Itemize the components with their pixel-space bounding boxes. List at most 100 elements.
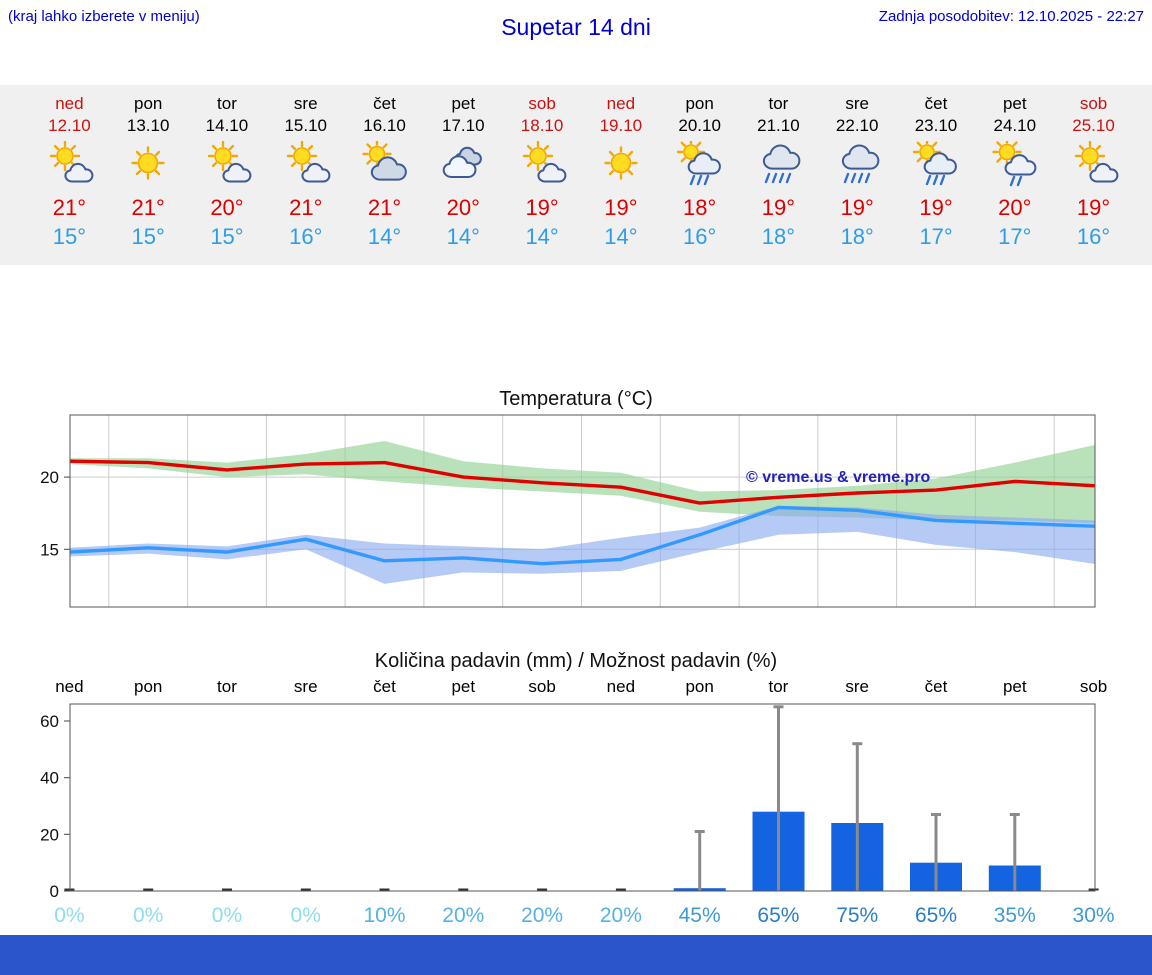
precip-day-label: pon bbox=[133, 677, 163, 696]
day-name: tor bbox=[768, 94, 789, 113]
low-temp: 18° bbox=[840, 224, 874, 249]
precip-probability: 75% bbox=[836, 904, 879, 927]
forecast-days: ned 12.10 21° 15° pon 13.10 21° 15° tor 14.10 20° 1… bbox=[30, 93, 1133, 250]
day-name: pon bbox=[133, 94, 163, 113]
low-temp: 14° bbox=[446, 224, 480, 249]
svg-text:20: 20 bbox=[40, 825, 59, 844]
partly-sunny-icon bbox=[286, 141, 331, 183]
weather-icon-wrap bbox=[975, 137, 1054, 191]
weather-icon-wrap bbox=[188, 137, 267, 191]
high-temp: 21° bbox=[131, 195, 165, 220]
high-temp: 21° bbox=[52, 195, 87, 220]
rain-icon bbox=[842, 144, 880, 184]
weather-icon-wrap bbox=[581, 137, 660, 191]
high-temp: 19° bbox=[604, 195, 638, 220]
low-temp: 14° bbox=[604, 224, 638, 249]
day-name: tor bbox=[217, 94, 237, 113]
precip-day-label: tor bbox=[217, 677, 237, 696]
forecast-day-14.10: tor 14.10 20° 15° bbox=[188, 93, 267, 250]
day-name: sre bbox=[845, 94, 870, 113]
day-date: 24.10 bbox=[993, 116, 1037, 135]
weather-icon-wrap bbox=[109, 137, 188, 191]
precip-probability: 20% bbox=[599, 904, 642, 927]
day-name: sob bbox=[1079, 94, 1108, 113]
forecast-day-16.10: čet 16.10 21° 14° bbox=[345, 93, 424, 250]
precip-day-label: sob bbox=[528, 677, 556, 696]
weather-icon-wrap bbox=[1054, 137, 1133, 191]
low-temp: 16° bbox=[1076, 224, 1111, 249]
temperature-chart-title: Temperatura (°C) bbox=[499, 388, 653, 410]
low-temp: 18° bbox=[761, 224, 796, 249]
svg-text:20: 20 bbox=[40, 468, 59, 487]
high-temp: 19° bbox=[1076, 195, 1111, 220]
day-date: 19.10 bbox=[599, 116, 643, 135]
sun-rain-icon bbox=[676, 141, 721, 186]
precipitation-section: Količina padavin (mm) / Možnost padavin … bbox=[0, 647, 1152, 931]
weather-icon-wrap bbox=[503, 137, 582, 191]
precip-day-label: sre bbox=[845, 677, 870, 696]
forecast-day-23.10: čet 23.10 19° 17° bbox=[897, 93, 976, 250]
precip-day-label: sre bbox=[293, 677, 318, 696]
forecast-day-18.10: sob 18.10 19° 14° bbox=[503, 93, 582, 250]
forecast-day-19.10: ned 19.10 19° 14° bbox=[581, 93, 660, 250]
partly-sunny-icon bbox=[50, 141, 94, 183]
high-temp: 21° bbox=[289, 195, 323, 220]
forecast-day-20.10: pon 20.10 18° 16° bbox=[660, 93, 739, 250]
forecast-day-25.10: sob 25.10 19° 16° bbox=[1054, 93, 1133, 250]
precipitation-chart: 0 20 40 60 bbox=[40, 703, 1099, 901]
day-name: ned bbox=[55, 94, 84, 113]
precip-probability: 0% bbox=[132, 904, 164, 927]
low-temp: 14° bbox=[367, 224, 402, 249]
precipitation-probability-labels: 0% 0% 0% 0% 10% 20% 20% 20% 45% 65% 75% 65% 35% 30% bbox=[30, 901, 1133, 931]
partly-sunny-icon bbox=[522, 141, 567, 183]
precip-day-label: sob bbox=[1079, 677, 1108, 696]
low-temp: 17° bbox=[919, 224, 953, 249]
forecast-day-22.10: sre 22.10 19° 18° bbox=[818, 93, 897, 250]
day-date: 23.10 bbox=[914, 116, 958, 135]
sun-light-rain-icon bbox=[992, 141, 1037, 187]
low-temp: 16° bbox=[683, 224, 717, 249]
high-temp: 19° bbox=[761, 195, 796, 220]
weather-icon-wrap bbox=[660, 137, 739, 191]
weather-icon-wrap bbox=[739, 137, 818, 191]
day-date: 12.10 bbox=[48, 116, 91, 135]
day-date: 16.10 bbox=[363, 116, 406, 135]
precip-probability: 0% bbox=[290, 904, 321, 927]
partly-sunny-icon bbox=[1074, 141, 1118, 183]
day-date: 13.10 bbox=[126, 116, 170, 135]
precip-day-label: čet bbox=[373, 677, 396, 696]
menu-hint: (kraj lahko izberete v meniju) bbox=[8, 8, 200, 25]
partly-sunny-icon bbox=[207, 141, 252, 183]
low-temp: 15° bbox=[52, 224, 87, 249]
precip-day-label: čet bbox=[924, 677, 948, 696]
high-temp: 18° bbox=[683, 195, 717, 220]
precip-probability: 0% bbox=[211, 904, 243, 927]
svg-text:15: 15 bbox=[40, 540, 59, 559]
watermark-link[interactable]: © vreme.us & vreme.pro bbox=[746, 469, 931, 486]
high-temp: 21° bbox=[367, 195, 402, 220]
day-name: čet bbox=[373, 94, 396, 113]
precipitation-chart-container: 0 20 40 60 bbox=[0, 699, 1152, 901]
weather-icon-wrap bbox=[345, 137, 424, 191]
svg-text:40: 40 bbox=[40, 769, 59, 788]
precip-probability: 20% bbox=[521, 904, 564, 927]
high-temp: 19° bbox=[525, 195, 559, 220]
temp-band bbox=[70, 505, 1095, 584]
day-name: ned bbox=[606, 94, 636, 113]
forecast-day-13.10: pon 13.10 21° 15° bbox=[109, 93, 188, 250]
temperature-chart-container: 15 20 © vreme.us & vreme.pro bbox=[0, 413, 1152, 613]
forecast-day-24.10: pet 24.10 20° 17° bbox=[975, 93, 1054, 250]
temp-band bbox=[70, 441, 1095, 524]
weather-icon-wrap bbox=[897, 137, 976, 191]
svg-text:60: 60 bbox=[40, 712, 59, 731]
sunny-icon bbox=[604, 146, 638, 180]
last-update: Zadnja posodobitev: 12.10.2025 - 22:27 bbox=[878, 8, 1144, 25]
rain-icon bbox=[763, 144, 801, 184]
high-temp: 20° bbox=[998, 195, 1032, 220]
low-temp: 16° bbox=[289, 224, 323, 249]
precip-day-label: ned bbox=[55, 677, 84, 696]
day-date: 17.10 bbox=[442, 116, 485, 135]
temperature-chart: 15 20 © vreme.us & vreme.pro bbox=[40, 414, 1096, 608]
high-temp: 19° bbox=[919, 195, 953, 220]
